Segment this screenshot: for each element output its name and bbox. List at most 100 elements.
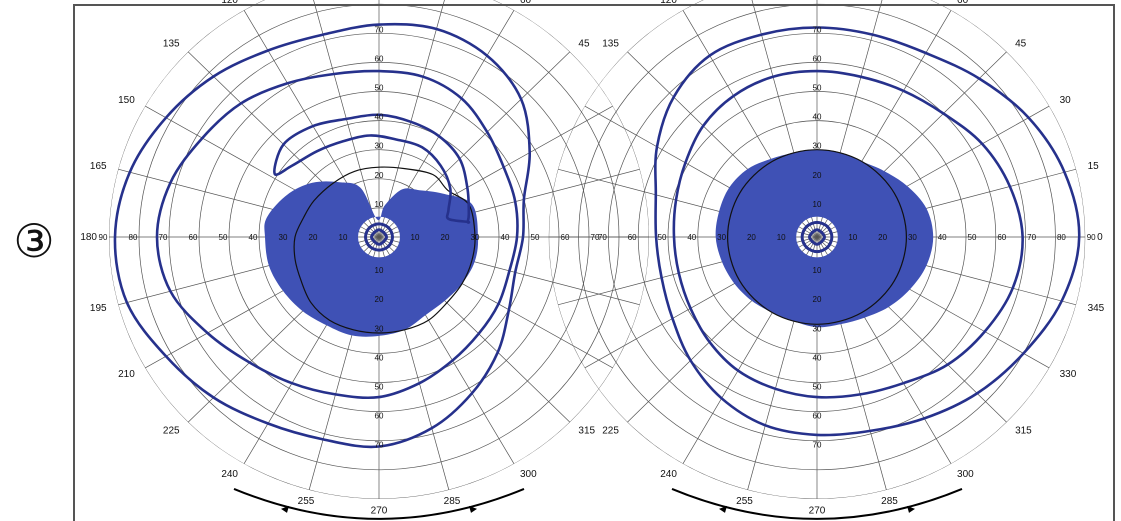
vertical-axis-label: 10	[375, 200, 384, 209]
vertical-axis-label: 20	[813, 171, 822, 180]
horizontal-axis-label: 20	[878, 233, 887, 242]
meridian-label: 60	[957, 0, 969, 6]
meridian-label: 135	[602, 39, 619, 50]
scotoma-area	[264, 181, 479, 337]
meridian-label: 255	[736, 496, 753, 507]
meridian-label: 135	[163, 39, 180, 50]
meridian-label: 60	[520, 0, 532, 6]
meridian-label: 45	[1015, 39, 1027, 50]
meridian-label: 150	[118, 95, 135, 106]
blind-spot-outline	[293, 166, 476, 334]
isopter-middle	[155, 69, 519, 400]
bottom-arc	[671, 487, 963, 520]
bottom-arc	[233, 487, 525, 520]
isopter-central	[364, 222, 394, 252]
vertical-axis-label: 50	[375, 84, 384, 93]
vertical-axis-label: 70	[813, 441, 822, 450]
meridian-label: 225	[602, 425, 619, 436]
vertical-axis-label: 10	[813, 200, 822, 209]
meridian-label: 345	[1088, 303, 1105, 314]
left-visual-field: 4560759010512013515016518019521022524025…	[80, 0, 649, 520]
isopter-middle	[672, 69, 1024, 399]
isopter-innermost	[808, 228, 826, 246]
scotoma-area	[715, 149, 934, 328]
panel-label: ③	[13, 214, 55, 268]
meridian-label: 255	[298, 496, 315, 507]
vertical-axis-label: 60	[813, 412, 822, 421]
isopter-outer	[113, 22, 532, 449]
meridian-label: 180	[80, 232, 97, 243]
arc-arrowhead	[469, 505, 477, 513]
horizontal-axis-label: 80	[1057, 233, 1066, 242]
vertical-axis-label: 50	[813, 84, 822, 93]
horizontal-axis-label: 10	[848, 233, 857, 242]
meridian-label: 195	[90, 303, 107, 314]
horizontal-axis-label: 50	[531, 233, 540, 242]
isopter-central	[800, 220, 834, 254]
vertical-axis-label: 70	[375, 25, 384, 34]
horizontal-axis-label: 90	[1087, 233, 1096, 242]
horizontal-axis-label: 40	[501, 233, 510, 242]
horizontal-axis-label: 30	[908, 233, 917, 242]
figure-frame	[73, 4, 1115, 521]
arc-arrowhead	[907, 505, 915, 513]
vertical-axis-label: 30	[375, 324, 384, 333]
horizontal-axis-label: 60	[561, 233, 570, 242]
isopter-outer	[654, 26, 1081, 437]
vertical-axis-label: 30	[813, 324, 822, 333]
isopter-innermost	[370, 228, 388, 246]
horizontal-axis-label: 30	[279, 233, 288, 242]
vertical-axis-label: 40	[375, 353, 384, 362]
vertical-axis-label: 50	[375, 383, 384, 392]
right-visual-field: 0153045607590105120135225240255270285300…	[548, 0, 1105, 520]
horizontal-axis-label: 20	[747, 233, 756, 242]
vertical-axis-label: 60	[813, 54, 822, 63]
meridian-label: 120	[221, 0, 238, 6]
meridian-label: 210	[118, 369, 135, 380]
meridian-label: 285	[881, 496, 898, 507]
meridian-label: 240	[660, 469, 677, 480]
horizontal-axis-label: 90	[99, 233, 108, 242]
meridian-label: 120	[660, 0, 677, 6]
horizontal-axis-label: 20	[441, 233, 450, 242]
meridian-label: 0	[1097, 232, 1103, 243]
vertical-axis-label: 40	[813, 353, 822, 362]
horizontal-axis-label: 10	[339, 233, 348, 242]
vertical-axis-label: 60	[375, 54, 384, 63]
horizontal-axis-label: 40	[687, 233, 696, 242]
meridian-label: 330	[1060, 369, 1077, 380]
vertical-axis-label: 70	[375, 441, 384, 450]
meridian-label: 270	[809, 506, 826, 517]
vertical-axis-label: 20	[813, 295, 822, 304]
meridian-label: 300	[520, 469, 537, 480]
horizontal-axis-label: 20	[309, 233, 318, 242]
meridian-label: 15	[1088, 161, 1100, 172]
horizontal-axis-label: 50	[658, 233, 667, 242]
meridian-label: 30	[1060, 95, 1072, 106]
horizontal-axis-label: 30	[717, 233, 726, 242]
isopter-arcuate	[273, 113, 471, 224]
horizontal-axis-label: 70	[591, 233, 600, 242]
meridian-label: 45	[578, 39, 590, 50]
horizontal-axis-label: 40	[249, 233, 258, 242]
horizontal-axis-label: 60	[189, 233, 198, 242]
arc-arrowhead	[719, 505, 727, 513]
vertical-axis-label: 40	[813, 113, 822, 122]
meridian-label: 315	[578, 425, 595, 436]
vertical-axis-label: 60	[375, 412, 384, 421]
horizontal-axis-label: 70	[159, 233, 168, 242]
meridian-line	[308, 0, 380, 238]
meridian-label: 165	[90, 161, 107, 172]
horizontal-axis-label: 10	[777, 233, 786, 242]
vertical-axis-label: 10	[375, 266, 384, 275]
horizontal-axis-label: 10	[411, 233, 420, 242]
vertical-axis-label: 70	[813, 25, 822, 34]
vertical-axis-label: 20	[375, 295, 384, 304]
meridian-label: 315	[1015, 425, 1032, 436]
vertical-axis-label: 50	[813, 383, 822, 392]
vertical-axis-label: 20	[375, 171, 384, 180]
meridian-line	[378, 0, 450, 238]
horizontal-axis-label: 70	[1027, 233, 1036, 242]
blind-spot-outline	[726, 149, 908, 325]
